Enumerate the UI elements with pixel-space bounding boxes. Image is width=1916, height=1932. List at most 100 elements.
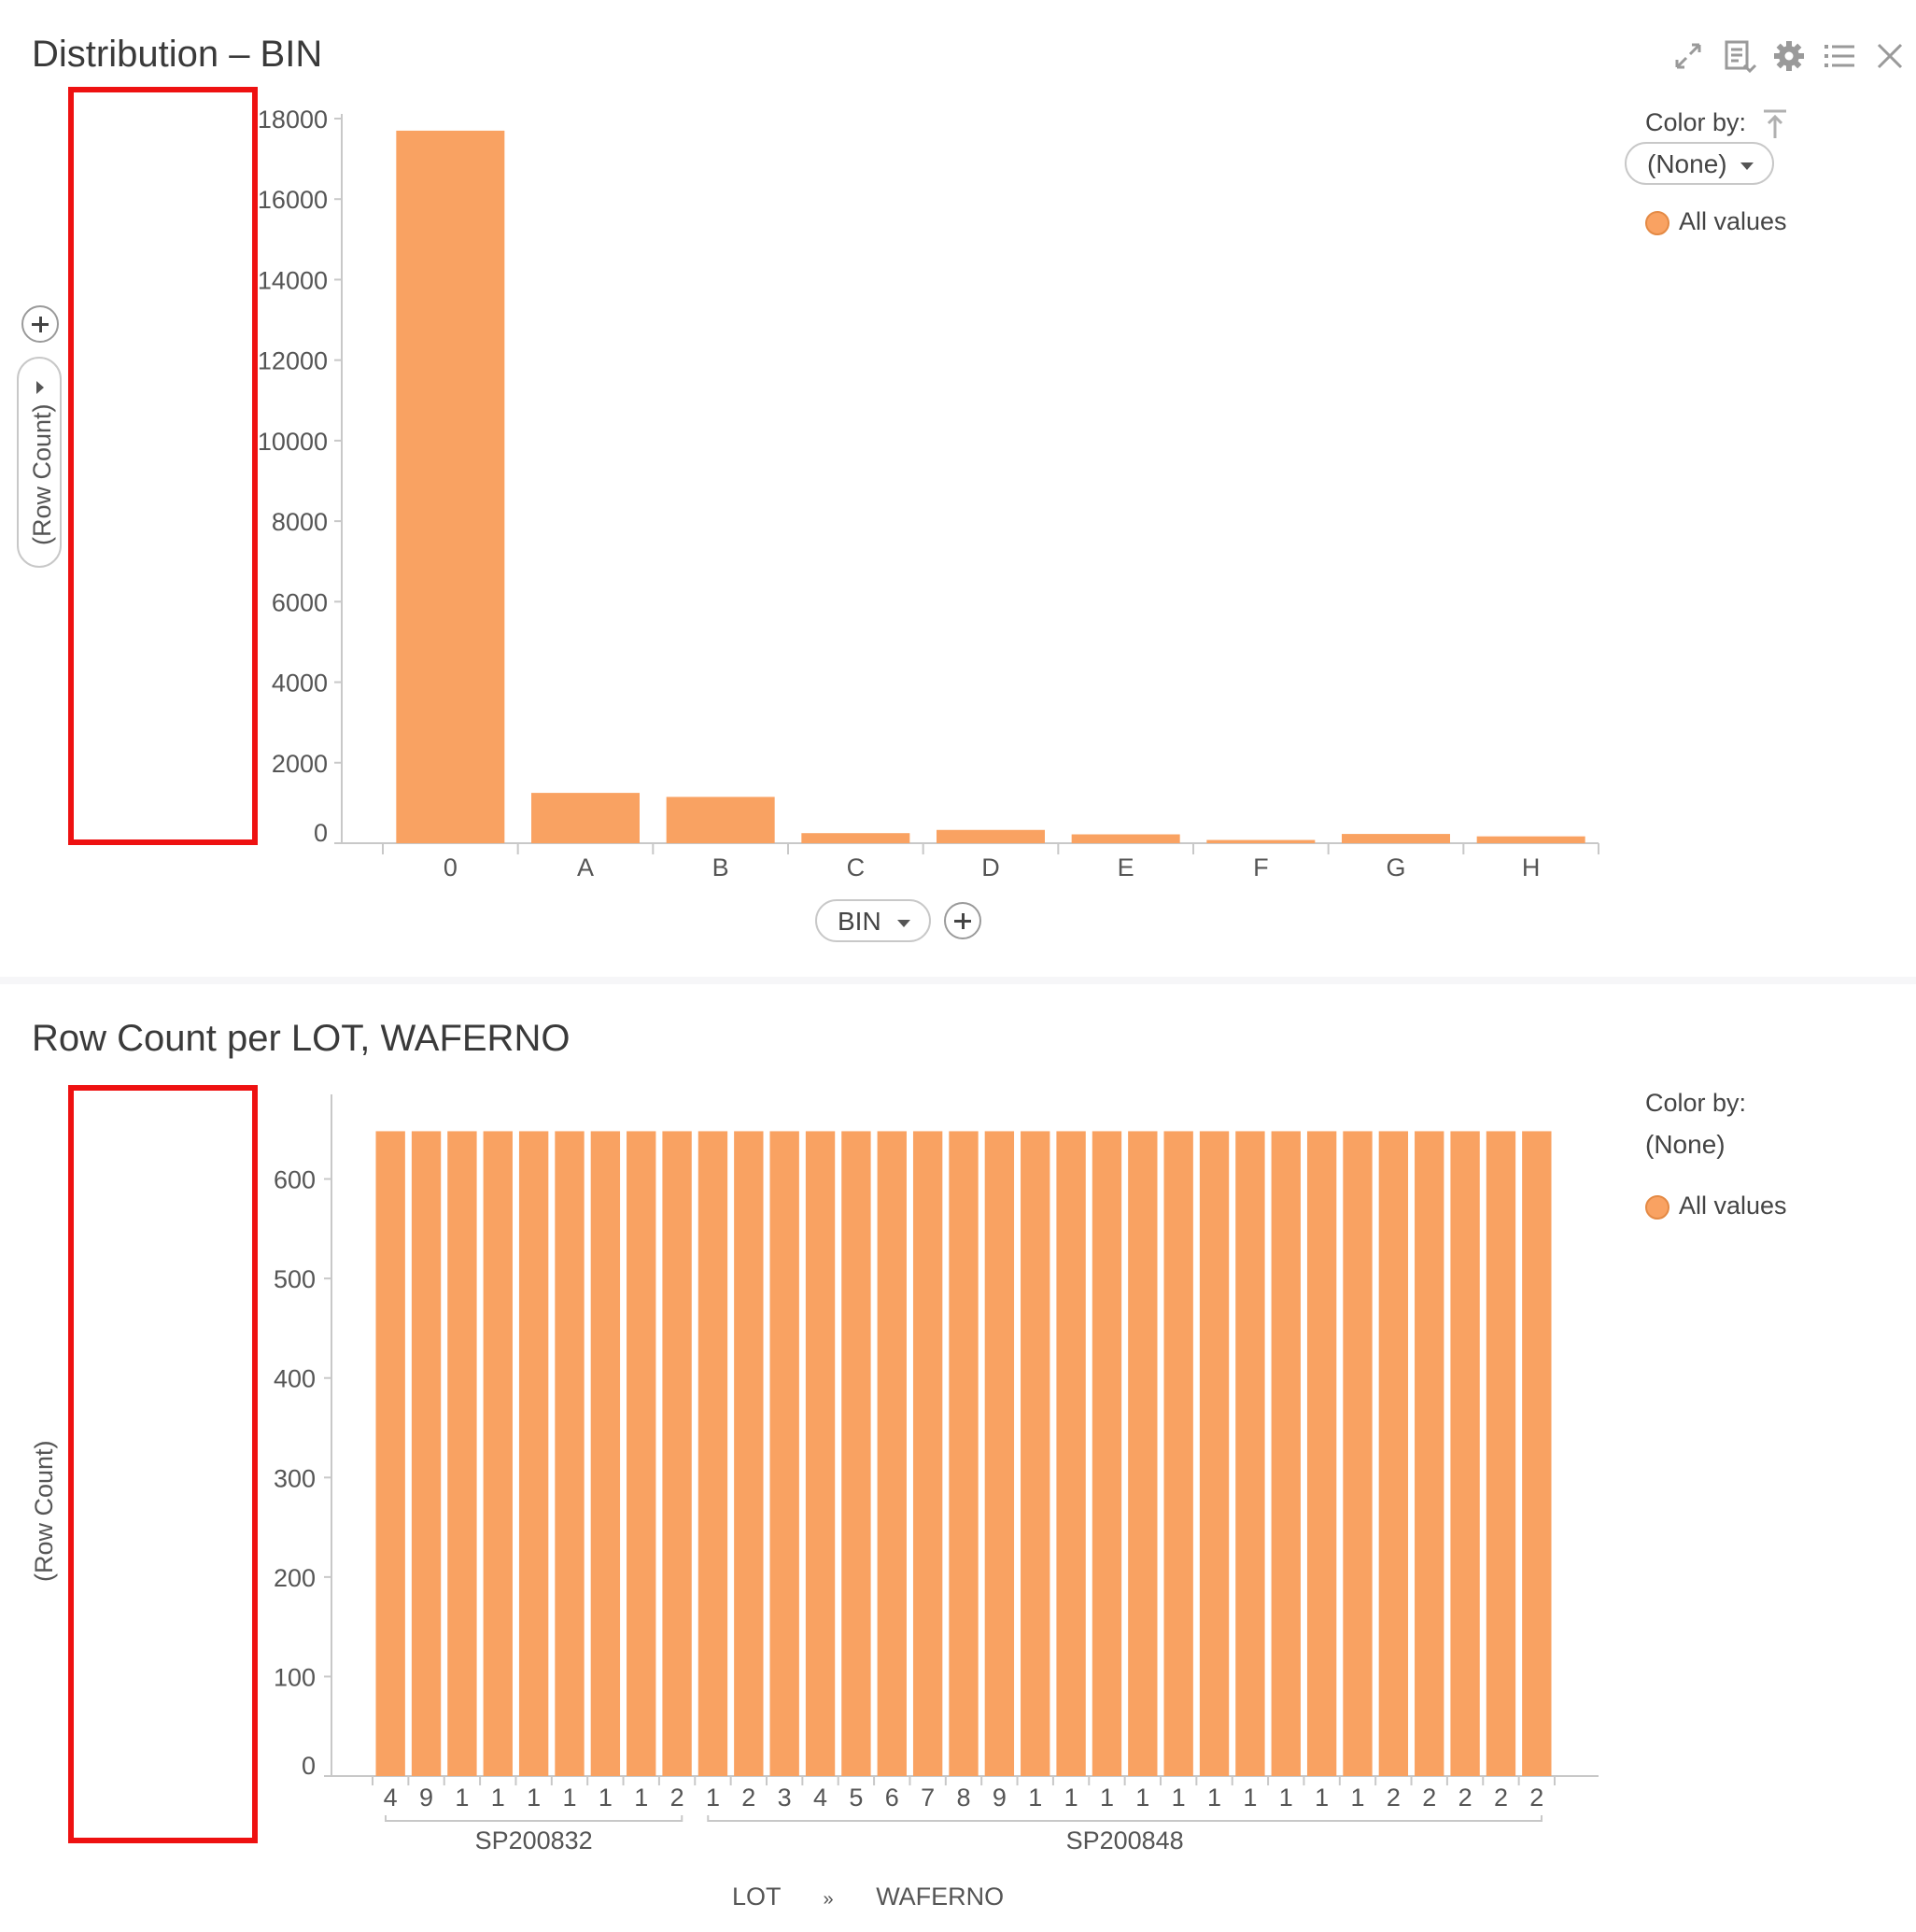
x-tick-label: 1 [455, 1784, 469, 1812]
x-tick-label: 1 [1064, 1784, 1078, 1812]
x-tick-label: 0 [444, 853, 458, 881]
panel-title: Distribution – BIN [32, 34, 323, 75]
x-tick-label: 1 [1350, 1784, 1364, 1812]
x-tick-label: 1 [599, 1784, 613, 1812]
group-bracket [385, 1815, 683, 1822]
bar [1163, 1131, 1193, 1776]
y-tick-label: 600 [274, 1166, 316, 1194]
x-tick-label: 2 [1529, 1784, 1543, 1812]
x-tick-label: 2 [1494, 1784, 1508, 1812]
hierarchy-separator: » [823, 1889, 834, 1910]
x-tick-label: 1 [527, 1784, 541, 1812]
x-axis-hierarchy: LOT » WAFERNO [732, 1883, 1004, 1911]
bin-bar-chart: 0 2000 4000 6000 8000 10000 12000 14000 16000 180… [258, 106, 1599, 881]
bar [627, 1131, 656, 1776]
gear-icon[interactable] [1770, 37, 1808, 75]
y-tick-label: 8000 [272, 508, 328, 536]
color-by-label: Color by: [1645, 1089, 1747, 1117]
bar [1343, 1131, 1373, 1776]
y-axis-label-wrap: (Row Count) [28, 403, 56, 545]
y-tick-label: 200 [274, 1564, 316, 1592]
x-tick-label: D [981, 853, 1000, 881]
bar [801, 833, 910, 843]
bar [662, 1131, 692, 1776]
bar [984, 1131, 1015, 1776]
legend-item[interactable]: All values [1645, 1192, 1787, 1220]
x-tick-label: 1 [1315, 1784, 1329, 1812]
x-tick-label: 2 [670, 1784, 684, 1812]
x-axis-selector[interactable]: BIN [815, 899, 931, 942]
x-tick-label: 1 [1135, 1784, 1149, 1812]
x-tick-label: 9 [419, 1784, 433, 1812]
x-tick-label: 2 [1422, 1784, 1436, 1812]
x-tick-label: A [577, 853, 594, 881]
x-tick-label: 1 [1028, 1784, 1042, 1812]
bar [1056, 1131, 1086, 1776]
bar [1128, 1131, 1158, 1776]
x-tick-label: 8 [956, 1784, 970, 1812]
y-tick-label: 18000 [258, 106, 328, 134]
color-by-value: (None) [1647, 149, 1727, 178]
bar [1206, 839, 1316, 843]
y-tick-label: 10000 [258, 428, 328, 456]
bar [937, 829, 1045, 843]
bar [1235, 1131, 1265, 1776]
data-table-icon[interactable] [1720, 37, 1757, 75]
legend-item[interactable]: All values [1645, 207, 1787, 236]
chevron-down-icon [1740, 162, 1754, 170]
y-tick-label: 6000 [272, 588, 328, 616]
list-icon[interactable] [1821, 37, 1858, 75]
add-y-axis-button[interactable] [21, 305, 59, 343]
close-icon[interactable] [1871, 37, 1909, 75]
legend-item-label: All values [1679, 1192, 1787, 1220]
x-tick-label: F [1253, 853, 1269, 881]
bar [1092, 1131, 1122, 1776]
x-tick-label: H [1522, 853, 1541, 881]
bar [841, 1131, 871, 1776]
legend-item-label: All values [1679, 207, 1787, 235]
y-tick-label: 0 [302, 1752, 316, 1780]
bar [769, 1131, 799, 1776]
x-tick-label: G [1386, 853, 1405, 881]
add-x-axis-button[interactable] [944, 902, 981, 939]
x-tick-label: 2 [1458, 1784, 1472, 1812]
y-tick-label: 300 [274, 1464, 316, 1492]
bar [483, 1131, 513, 1776]
bar [518, 1131, 549, 1776]
color-by-dropdown[interactable]: (None) [1625, 142, 1774, 185]
legend-swatch [1645, 210, 1669, 235]
x-tick-label: 5 [849, 1784, 863, 1812]
bar [1486, 1131, 1516, 1776]
caret-right-icon [36, 381, 44, 394]
pin-icon[interactable] [1761, 108, 1789, 140]
x-tick-label: 1 [1207, 1784, 1221, 1812]
y-tick-label: 14000 [258, 266, 328, 294]
x-tick-label: 7 [921, 1784, 935, 1812]
x-tick-label: 1 [491, 1784, 505, 1812]
bar [1271, 1131, 1301, 1776]
x-tick-label: 1 [1100, 1784, 1114, 1812]
bar [1415, 1131, 1444, 1776]
bar [531, 793, 640, 843]
hierarchy-level-waferno[interactable]: WAFERNO [876, 1883, 1005, 1911]
bar [447, 1131, 477, 1776]
y-axis-selector[interactable]: (Row Count) [17, 357, 62, 568]
expand-icon[interactable] [1669, 37, 1707, 75]
color-by-label: Color by: [1645, 108, 1747, 136]
bar [411, 1131, 442, 1776]
x-tick-label: 2 [741, 1784, 755, 1812]
color-by-value: (None) [1645, 1130, 1726, 1159]
y-tick-label: 16000 [258, 186, 328, 214]
bar [375, 1131, 405, 1776]
x-tick-label: 1 [562, 1784, 576, 1812]
y-axis-label: (Row Count) [28, 403, 56, 545]
bar [1476, 836, 1585, 843]
bar [734, 1131, 764, 1776]
hierarchy-level-lot[interactable]: LOT [732, 1883, 782, 1911]
x-tick-label: 1 [706, 1784, 720, 1812]
x-tick-label: 6 [885, 1784, 899, 1812]
bar [666, 797, 775, 843]
x-tick-label: 1 [1279, 1784, 1293, 1812]
panel-divider [0, 977, 1916, 984]
